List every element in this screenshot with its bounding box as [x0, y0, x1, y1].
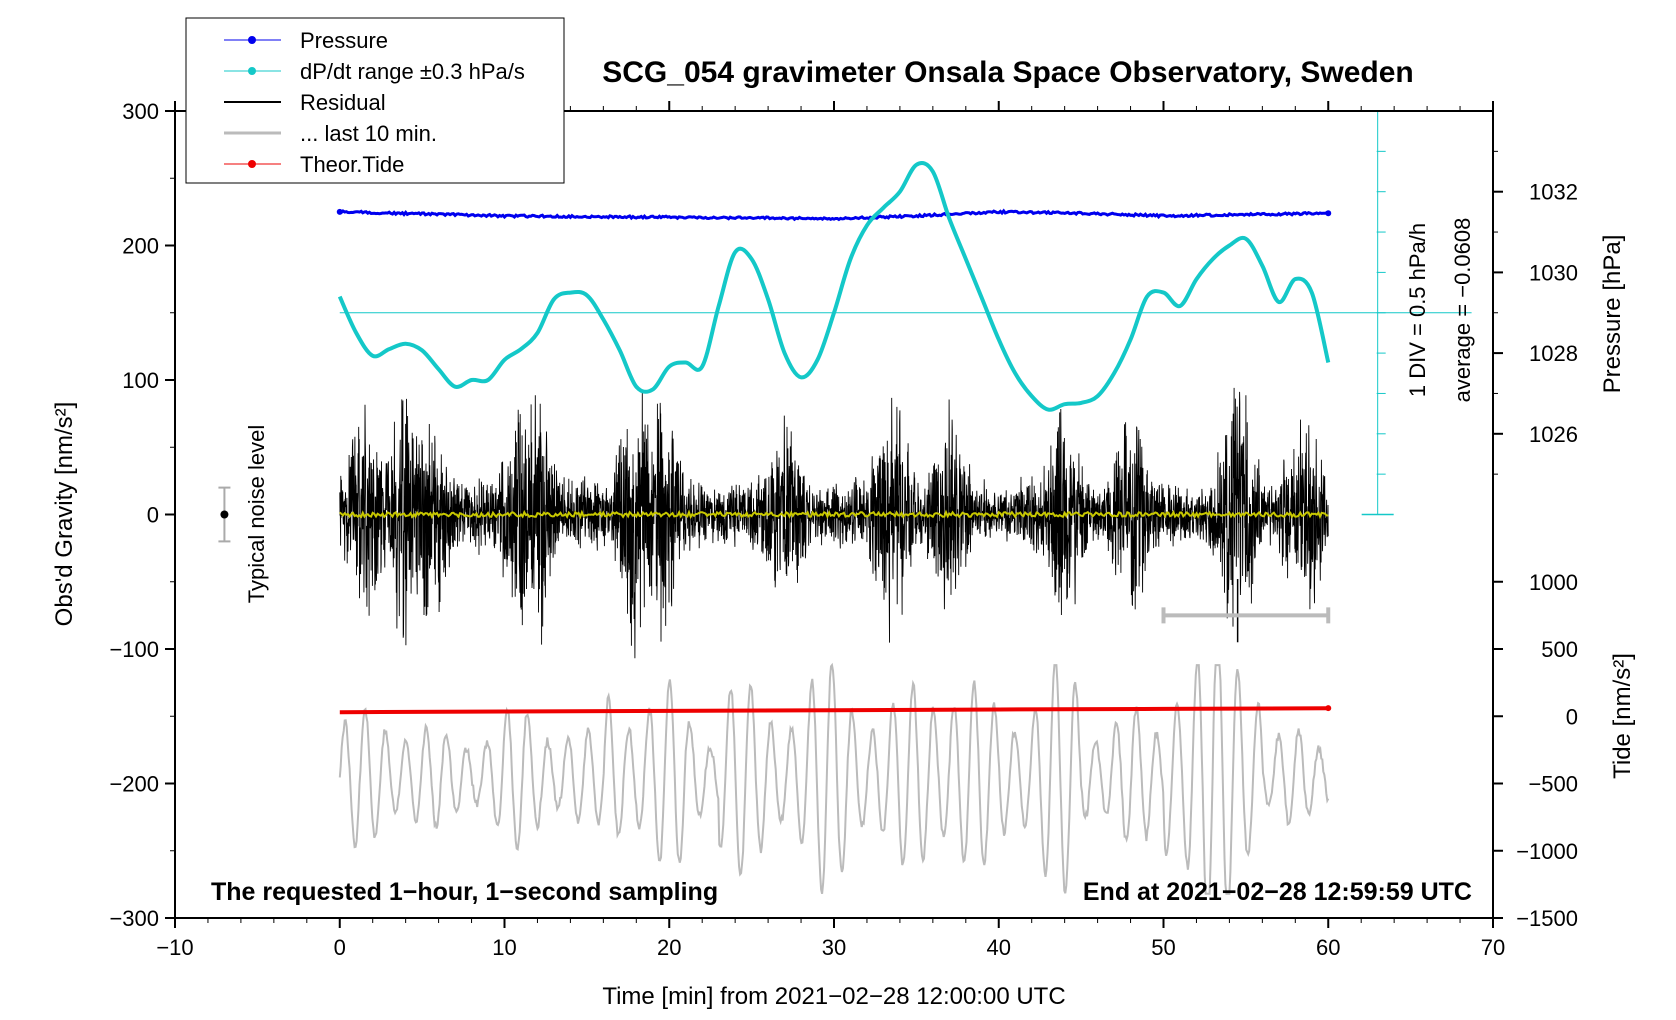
legend-box: [185, 17, 565, 184]
pressure-start-marker: [336, 208, 343, 215]
pressure-tick-label: 1026: [1529, 422, 1578, 447]
x-tick-label: 30: [822, 935, 846, 960]
tide-tick-label: 1000: [1529, 570, 1578, 595]
noise-level-label: Typical noise level: [244, 425, 269, 604]
x-tick-label: −10: [156, 935, 193, 960]
series-residual: [339, 387, 1329, 659]
x-tick-label: 50: [1151, 935, 1175, 960]
x-tick-label: 0: [334, 935, 346, 960]
tide-tick-label: −1000: [1516, 839, 1578, 864]
legend-label-pressure: Pressure: [300, 28, 388, 53]
pressure-tick-label: 1030: [1529, 260, 1578, 285]
legend-marker-pressure: [248, 36, 256, 44]
legend-label-tide: Theor.Tide: [300, 152, 404, 177]
plot-frame: [174, 110, 1494, 919]
series-dpdt: [337, 161, 1331, 412]
end-time-annotation: End at 2021−02−28 12:59:59 UTC: [1083, 878, 1472, 906]
y-tick-label: −300: [109, 906, 159, 931]
tide-tick-label: 500: [1541, 637, 1578, 662]
y-tick-label: −200: [109, 772, 159, 797]
legend-label-dpdt: dP/dt range ±0.3 hPa/s: [300, 59, 525, 84]
tide-axis-label: Tide [nm/s²]: [1609, 653, 1636, 779]
pressure-tick-label: 1032: [1529, 180, 1578, 205]
pressure-end-marker: [1325, 210, 1332, 217]
x-tick-label: 20: [657, 935, 681, 960]
y-tick-label: 0: [147, 503, 159, 528]
legend-marker-dpdt: [248, 67, 256, 75]
legend-label-residual: Residual: [300, 90, 386, 115]
pressure-axis-label: Pressure [hPa]: [1599, 235, 1626, 394]
series-pressure: [339, 208, 1329, 222]
noise-dot: [220, 510, 229, 519]
tide-tick-label: −1500: [1516, 906, 1578, 931]
series-theor-tide: [339, 706, 1329, 715]
sampling-annotation: The requested 1−hour, 1−second sampling: [211, 878, 718, 906]
x-tick-label: 10: [492, 935, 516, 960]
tide-tick-label: 0: [1566, 704, 1578, 729]
tide-tick-label: −500: [1528, 772, 1578, 797]
y-axis-label: Obs'd Gravity [nm/s²]: [51, 402, 78, 627]
legend: Pressure dP/dt range ±0.3 hPa/s Residual…: [185, 17, 565, 184]
x-tick-label: 40: [987, 935, 1011, 960]
average-annotation: average = −0.0608: [1450, 218, 1475, 403]
pressure-tick-label: 1028: [1529, 341, 1578, 366]
legend-label-last10: ... last 10 min.: [300, 121, 437, 146]
y-tick-label: 300: [122, 99, 159, 124]
y-tick-label: 200: [122, 234, 159, 259]
legend-marker-tide: [248, 160, 256, 168]
series-residual-smoothed: [339, 509, 1329, 520]
y-tick-label: 100: [122, 368, 159, 393]
x-axis-label: Time [min] from 2021−02−28 12:00:00 UTC: [602, 983, 1065, 1010]
y-tick-label: −100: [109, 637, 159, 662]
x-tick-label: 70: [1481, 935, 1505, 960]
chart-title: SCG_054 gravimeter Onsala Space Observat…: [602, 56, 1414, 89]
tide-endpoint: [1325, 705, 1332, 712]
div-annotation: 1 DIV = 0.5 hPa/h: [1405, 223, 1430, 397]
x-tick-label: 60: [1316, 935, 1340, 960]
series-last-10-min: [338, 662, 1330, 895]
